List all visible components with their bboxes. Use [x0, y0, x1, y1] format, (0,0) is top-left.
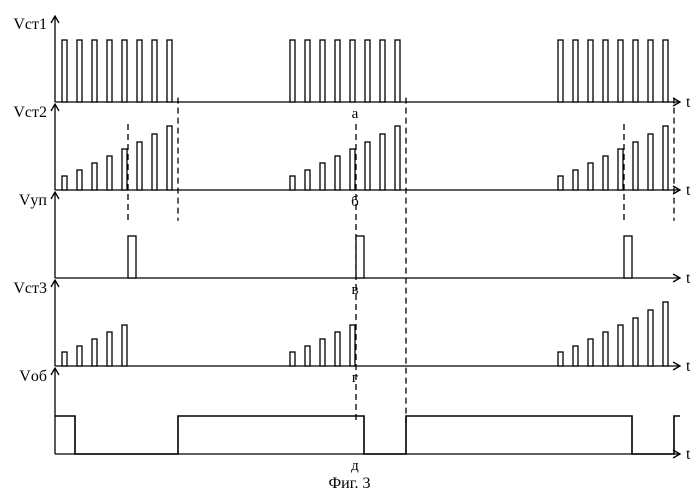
pulse-bar: [633, 318, 638, 366]
pulse-bar: [335, 40, 340, 102]
pulse-bar: [320, 40, 325, 102]
pulse-bar: [335, 332, 340, 366]
pulse-bar: [92, 40, 97, 102]
pulse-bar: [558, 176, 563, 190]
pulse-bar: [305, 346, 310, 366]
y-axis-label: Vоб: [19, 368, 47, 385]
pulse-bar: [558, 352, 563, 366]
pulse-bar: [624, 236, 632, 278]
x-axis-label: t: [686, 94, 691, 111]
pulse-bar: [380, 134, 385, 190]
pulse-bar: [648, 134, 653, 190]
pulse-bar: [663, 40, 668, 102]
pulse-bar: [122, 325, 127, 366]
diagram-svg: Vст1 t а Vст2 t б Vуп t в Vст3 t г Vоб t дФиг. 3: [0, 0, 699, 500]
pulse-bar: [573, 40, 578, 102]
pulse-bar: [107, 40, 112, 102]
panel-letter: а: [352, 106, 359, 122]
pulse-bar: [380, 40, 385, 102]
y-axis-label: Vуп: [19, 192, 48, 209]
x-axis-label: t: [686, 270, 691, 287]
pulse-bar: [305, 40, 310, 102]
pulse-bar: [618, 325, 623, 366]
panel-letter: г: [352, 370, 358, 386]
pulse-bar: [588, 163, 593, 190]
pulse-bar: [92, 339, 97, 366]
pulse-bar: [320, 163, 325, 190]
timing-diagram-figure: { "caption": "Фиг. 3", "canvas": { "widt…: [0, 0, 699, 500]
y-axis-label: Vст1: [13, 16, 47, 33]
pulse-bar: [633, 142, 638, 190]
pulse-bar: [603, 40, 608, 102]
pulse-bar: [365, 142, 370, 190]
pulse-bar: [167, 126, 172, 190]
y-axis-label: Vст3: [13, 280, 47, 297]
pulse-bar: [618, 40, 623, 102]
panel-letter: б: [351, 194, 359, 210]
pulse-bar: [663, 126, 668, 190]
pulse-bar: [320, 339, 325, 366]
pulse-bar: [603, 332, 608, 366]
pulse-bar: [152, 40, 157, 102]
pulse-bar: [648, 40, 653, 102]
pulse-bar: [648, 310, 653, 366]
pulse-bar: [152, 134, 157, 190]
pulse-bar: [618, 149, 623, 190]
pulse-bar: [558, 40, 563, 102]
panel-letter: в: [351, 282, 358, 298]
pulse-bar: [573, 346, 578, 366]
pulse-bar: [350, 325, 355, 366]
pulse-bar: [62, 176, 67, 190]
pulse-bar: [350, 40, 355, 102]
pulse-bar: [290, 352, 295, 366]
x-axis-label: t: [686, 358, 691, 375]
x-axis-label: t: [686, 182, 691, 199]
pulse-bar: [395, 126, 400, 190]
pulse-bar: [122, 149, 127, 190]
pulse-bar: [603, 156, 608, 190]
pulse-bar: [122, 40, 127, 102]
pulse-bar: [62, 352, 67, 366]
pulse-bar: [290, 40, 295, 102]
pulse-bar: [573, 170, 578, 190]
y-axis-label: Vст2: [13, 104, 47, 121]
pulse-bar: [77, 346, 82, 366]
pulse-bar: [290, 176, 295, 190]
pulse-bar: [107, 156, 112, 190]
panel-letter: д: [351, 458, 359, 474]
pulse-bar: [365, 40, 370, 102]
pulse-bar: [588, 339, 593, 366]
pulse-bar: [395, 40, 400, 102]
pulse-bar: [356, 236, 364, 278]
pulse-bar: [633, 40, 638, 102]
pulse-bar: [107, 332, 112, 366]
pulse-bar: [77, 170, 82, 190]
square-wave: [55, 416, 680, 454]
pulse-bar: [92, 163, 97, 190]
pulse-bar: [588, 40, 593, 102]
pulse-bar: [663, 302, 668, 366]
pulse-bar: [137, 40, 142, 102]
pulse-bar: [335, 156, 340, 190]
pulse-bar: [77, 40, 82, 102]
pulse-bar: [305, 170, 310, 190]
pulse-bar: [350, 149, 355, 190]
pulse-bar: [128, 236, 136, 278]
pulse-bar: [167, 40, 172, 102]
pulse-bar: [62, 40, 67, 102]
figure-caption: Фиг. 3: [329, 475, 371, 492]
pulse-bar: [137, 142, 142, 190]
x-axis-label: t: [686, 446, 691, 463]
